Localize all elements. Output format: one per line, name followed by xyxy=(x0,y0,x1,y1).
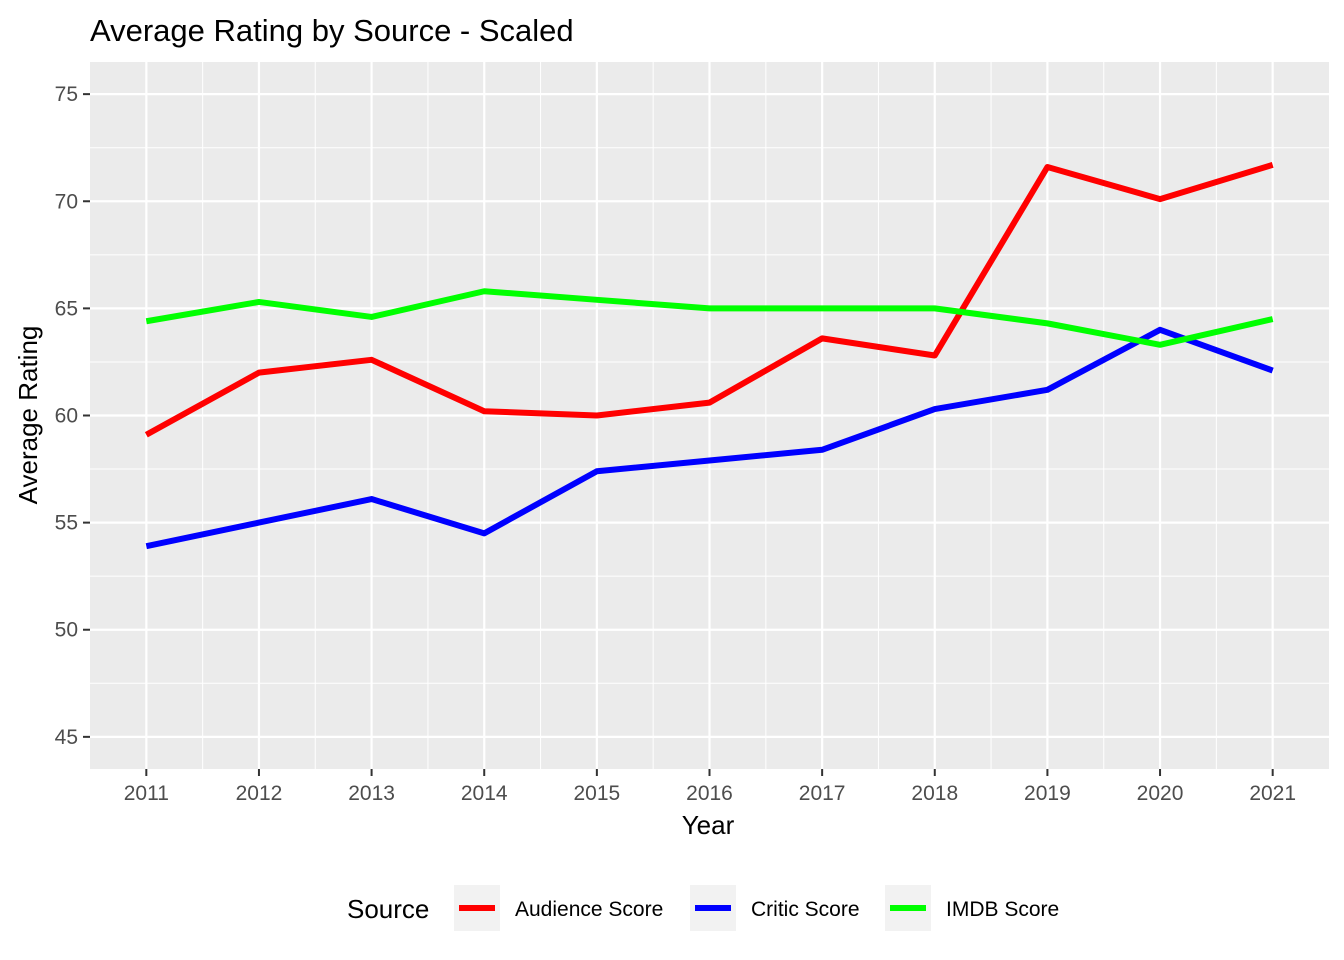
x-tick-label: 2015 xyxy=(574,782,621,805)
y-axis-title: Average Rating xyxy=(13,326,43,505)
x-tick-label: 2012 xyxy=(236,782,283,805)
y-tick-label: 60 xyxy=(55,405,78,428)
series-line-critic-score xyxy=(145,326,1274,550)
x-axis-title: Year xyxy=(682,810,735,840)
y-axis: 45 50 55 60 65 70 75 xyxy=(55,83,90,749)
x-tick-label: 2016 xyxy=(686,782,733,805)
legend-label: Audience Score xyxy=(515,898,663,921)
x-tick-label: 2017 xyxy=(799,782,846,805)
legend-title: Source xyxy=(347,894,429,924)
x-tick-label: 2020 xyxy=(1137,782,1184,805)
series-line-audience-score xyxy=(144,161,1274,438)
chart-title: Average Rating by Source - Scaled xyxy=(90,13,574,48)
x-tick-label: 2019 xyxy=(1024,782,1071,805)
y-tick-label: 70 xyxy=(55,190,78,213)
y-tick-label: 65 xyxy=(55,297,78,320)
y-tick-label: 50 xyxy=(55,619,78,642)
x-tick-label: 2018 xyxy=(911,782,958,805)
series-lines xyxy=(144,161,1274,550)
y-tick-label: 45 xyxy=(55,726,78,749)
x-tick-label: 2011 xyxy=(124,782,169,805)
y-tick-label: 55 xyxy=(55,512,78,535)
y-tick-label: 75 xyxy=(55,83,78,106)
x-tick-label: 2021 xyxy=(1249,782,1296,805)
legend-label: Critic Score xyxy=(751,898,860,921)
legend: Source Audience Score Critic Score IMDB Sc… xyxy=(347,885,1059,931)
legend-label: IMDB Score xyxy=(946,898,1059,921)
series-line-imdb-score xyxy=(145,288,1274,348)
x-tick-label: 2013 xyxy=(348,782,395,805)
x-tick-label: 2014 xyxy=(461,782,508,805)
x-axis: 2011 2012 2013 2014 2015 2016 2017 2018 2019 2020… xyxy=(124,769,1296,805)
